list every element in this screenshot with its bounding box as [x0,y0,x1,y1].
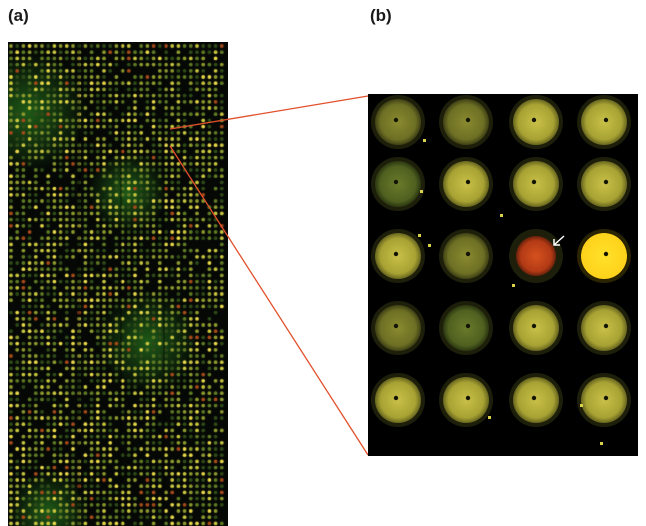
spot-center-dot [531,117,537,123]
spot-yellow [581,377,627,423]
spot-dark-yellow [375,305,421,351]
spot-center-dot [393,251,399,257]
spot-yellow [513,305,559,351]
microarray-overview-image [8,42,228,526]
spot-center-dot [531,323,537,329]
speckle [488,416,491,419]
spot-center-dot [603,251,609,257]
spot-center-dot [393,117,399,123]
spot-center-dot [465,395,471,401]
spot-yellow [443,377,489,423]
speckle [428,244,431,247]
spot-yellow [513,377,559,423]
speckle [420,190,423,193]
spot-center-dot [531,179,537,185]
spot-dark-green [443,305,489,351]
panel-b-label: (b) [370,6,392,25]
spot-red [516,236,556,276]
spot-center-dot [603,179,609,185]
spot-center-dot [603,117,609,123]
spot-yellow [375,377,421,423]
spot-center-dot [465,179,471,185]
microarray-zoom-image [368,94,638,456]
speckle [580,404,583,407]
panel-a-label: (a) [8,6,29,25]
spot-yellow [581,305,627,351]
spot-center-dot [603,323,609,329]
speckle [423,139,426,142]
spot-dark-yellow [375,99,421,145]
spot-center-dot [465,251,471,257]
spot-center-dot [393,323,399,329]
speckle [512,284,515,287]
spot-yellow [443,161,489,207]
zoom-spot-grid [371,95,631,445]
spot-dark-yellow [443,233,489,279]
spot-center-dot [465,117,471,123]
spot-center-dot [603,395,609,401]
spot-yellow [581,99,627,145]
speckle [418,234,421,237]
spot-center-dot [393,179,399,185]
spot-yellow [513,161,559,207]
spot-dark-yellow [443,99,489,145]
arrow-down-left-icon [553,235,565,246]
spot-bright-yellow [581,233,627,279]
spot-yellow [375,233,421,279]
spot-yellow [513,99,559,145]
spot-center-dot [393,395,399,401]
spot-yellow [581,161,627,207]
spot-dark-green [375,161,421,207]
speckle [600,442,603,445]
spot-center-dot [465,323,471,329]
speckle [500,214,503,217]
spot-center-dot [531,395,537,401]
